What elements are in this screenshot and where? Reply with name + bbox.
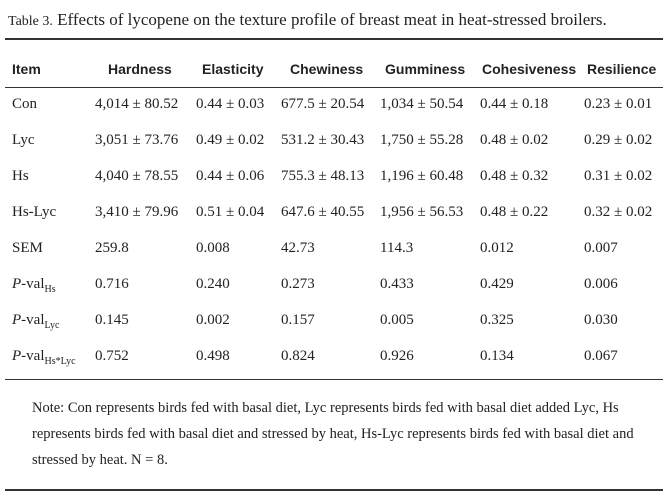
data-cell: 0.29 ± 0.02 (584, 132, 653, 148)
data-cell: 0.008 (196, 240, 230, 256)
italic-symbol: P (12, 276, 22, 292)
italic-symbol: P (12, 312, 22, 328)
bottom-rule (5, 489, 663, 491)
top-rule (5, 38, 663, 40)
data-cell: 0.240 (196, 276, 230, 292)
data-cell: 0.48 ± 0.32 (480, 168, 549, 184)
data-cell: 0.325 (480, 312, 514, 328)
data-cell: 0.030 (584, 312, 618, 328)
data-cell: 0.44 ± 0.06 (196, 168, 265, 184)
data-cell: 0.48 ± 0.22 (480, 204, 549, 220)
data-cell: 4,040 ± 78.55 (95, 168, 179, 184)
subscript: Hs*Lyc (44, 356, 76, 367)
data-cell: 0.44 ± 0.18 (480, 96, 549, 112)
data-cell: 0.824 (281, 348, 315, 364)
data-cell: 4,014 ± 80.52 (95, 96, 179, 112)
data-cell: 3,051 ± 73.76 (95, 132, 179, 148)
header-cell: Cohesiveness (482, 61, 577, 77)
header-cell: Hardness (108, 61, 172, 77)
header-cell: Gumminess (385, 61, 466, 77)
data-cell: 3,410 ± 79.96 (95, 204, 179, 220)
data-cell: 259.8 (95, 240, 129, 256)
row-label: SEM (12, 240, 43, 256)
data-cell: 0.429 (480, 276, 514, 292)
data-cell: 1,196 ± 60.48 (380, 168, 464, 184)
label-text: -val (21, 276, 45, 292)
header-cell: Resilience (587, 61, 657, 77)
data-cell: 0.51 ± 0.04 (196, 204, 265, 220)
data-cell: 0.006 (584, 276, 618, 292)
data-cell: 647.6 ± 40.55 (281, 204, 365, 220)
data-cell: 0.273 (281, 276, 315, 292)
caption-label: Table 3. (8, 14, 53, 29)
subscript: Lyc (44, 320, 60, 331)
row-label: Hs-Lyc (12, 204, 57, 220)
data-cell: 531.2 ± 30.43 (281, 132, 365, 148)
table-bottom-rule (5, 379, 663, 380)
subscript: Hs (44, 284, 56, 295)
data-cell: 0.926 (380, 348, 414, 364)
data-cell: 114.3 (380, 240, 414, 256)
data-cell: 1,956 ± 56.53 (380, 204, 464, 220)
data-cell: 0.32 ± 0.02 (584, 204, 653, 220)
data-cell: 0.49 ± 0.02 (196, 132, 265, 148)
data-cell: 0.007 (584, 240, 618, 256)
data-cell: 0.716 (95, 276, 129, 292)
data-cell: 0.005 (380, 312, 414, 328)
table-note: Note: Con represents birds fed with basa… (32, 400, 634, 468)
row-label: P-valLyc (12, 312, 60, 331)
header-cell: Chewiness (290, 61, 364, 77)
italic-symbol: P (12, 348, 22, 364)
header-rule (5, 87, 663, 88)
header-cell: Elasticity (202, 61, 264, 77)
label-text: -val (21, 348, 45, 364)
data-cell: 0.002 (196, 312, 230, 328)
data-cell: 0.134 (480, 348, 514, 364)
data-cell: 0.31 ± 0.02 (584, 168, 653, 184)
data-cell: 677.5 ± 20.54 (281, 96, 365, 112)
row-label: P-valHs (12, 276, 56, 295)
data-cell: 1,750 ± 55.28 (380, 132, 464, 148)
row-label: P-valHs*Lyc (12, 348, 76, 367)
header-cell: Item (12, 61, 41, 77)
data-cell: 0.433 (380, 276, 414, 292)
row-label: Hs (12, 168, 29, 184)
data-cell: 0.44 ± 0.03 (196, 96, 265, 112)
data-cell: 0.145 (95, 312, 129, 328)
data-cell: 755.3 ± 48.13 (281, 168, 365, 184)
data-cell: 0.012 (480, 240, 514, 256)
caption-title: Effects of lycopene on the texture profi… (57, 10, 607, 29)
data-cell: 1,034 ± 50.54 (380, 96, 464, 112)
row-label: Lyc (12, 132, 35, 148)
data-cell: 0.157 (281, 312, 315, 328)
data-cell: 0.498 (196, 348, 230, 364)
label-text: -val (21, 312, 45, 328)
data-cell: 42.73 (281, 240, 315, 256)
row-label: Con (12, 96, 38, 112)
data-cell: 0.067 (584, 348, 618, 364)
caption: Table 3. Effects of lycopene on the text… (8, 10, 607, 30)
data-cell: 0.23 ± 0.01 (584, 96, 653, 112)
data-cell: 0.48 ± 0.02 (480, 132, 549, 148)
data-cell: 0.752 (95, 348, 129, 364)
